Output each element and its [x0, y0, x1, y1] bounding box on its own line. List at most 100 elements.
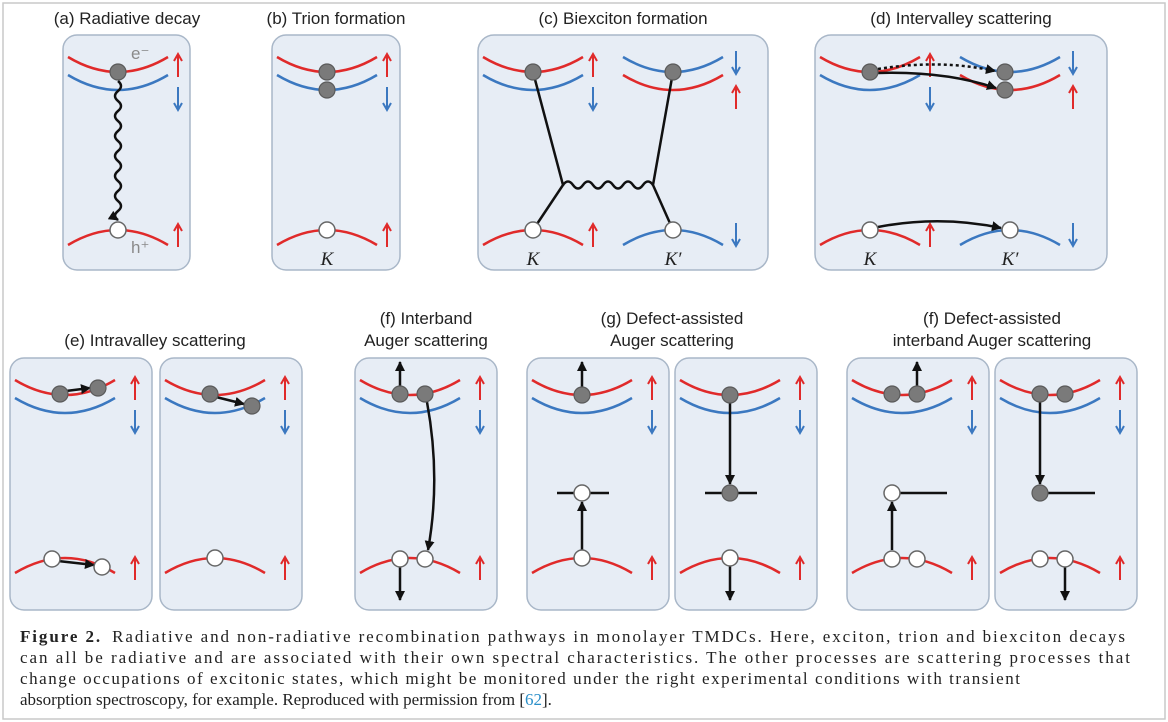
band-glyph [573, 386, 591, 404]
arrow [57, 559, 95, 569]
panel-a: e⁻ h⁺ [62, 34, 191, 271]
arrow [424, 401, 436, 551]
band-glyph [89, 379, 107, 397]
band-glyph [908, 550, 926, 568]
panel-box [526, 357, 670, 611]
band-glyph [721, 484, 739, 502]
panel-title: (f) Defect-assisted [923, 309, 1061, 328]
band-glyph [416, 385, 434, 403]
band-glyph [524, 63, 542, 81]
band-glyph [908, 385, 926, 403]
panel-box [846, 357, 990, 611]
band-glyph [318, 63, 336, 81]
panel-box [674, 357, 818, 611]
band-glyph [883, 385, 901, 403]
panel-b: K [271, 34, 401, 271]
valley-label: K [863, 249, 878, 270]
band-glyph [573, 484, 591, 502]
band-glyph [206, 549, 224, 567]
panel-title: (e) Intravalley scattering [64, 331, 245, 350]
caption-text: absorption spectroscopy, for example. Re… [20, 690, 525, 709]
band-glyph [318, 81, 336, 99]
arrow [107, 80, 123, 222]
valley-label: K [526, 249, 541, 270]
band-glyph [861, 221, 879, 239]
arrow [877, 71, 997, 90]
panel-h-2 [994, 357, 1138, 611]
band-glyph [721, 386, 739, 404]
panel-box [159, 357, 303, 611]
caption-label: Figure 2. [20, 627, 100, 646]
hole-label: h⁺ [131, 238, 149, 257]
panel-title: (d) Intervalley scattering [870, 9, 1051, 28]
panel-title: Auger scattering [364, 331, 488, 350]
band-glyph [201, 385, 219, 403]
caption-text: change occupations of excitonic states, … [20, 669, 1020, 688]
band-glyph [1001, 221, 1019, 239]
panel-box [9, 357, 153, 611]
band-glyph [243, 397, 261, 415]
panel-e-2 [159, 357, 303, 611]
band-glyph [664, 221, 682, 239]
band-glyph [664, 63, 682, 81]
band-glyph [996, 63, 1014, 81]
arrow [877, 220, 1002, 232]
panel-g-1 [526, 357, 670, 611]
band-glyph [996, 81, 1014, 99]
band-glyph [416, 550, 434, 568]
caption-text: can all be radiative and are associated … [20, 648, 1130, 667]
band-glyph [721, 549, 739, 567]
panel-box [994, 357, 1138, 611]
panel-h-1 [846, 357, 990, 611]
valley-label: K′ [1001, 249, 1020, 270]
panel-title: (f) Interband [380, 309, 473, 328]
caption-line: Figure 2. Radiative and non-radiative re… [20, 627, 1125, 646]
band-glyph [1056, 550, 1074, 568]
panel-title: interband Auger scattering [893, 331, 1091, 350]
band-glyph [391, 385, 409, 403]
panel-c: K K′ [477, 34, 769, 271]
panel-title: (b) Trion formation [267, 9, 406, 28]
band-glyph [109, 221, 127, 239]
band-glyph [318, 221, 336, 239]
valley-label: K [320, 249, 335, 270]
band-glyph [883, 484, 901, 502]
panel-e-1 [9, 357, 153, 611]
panel-box [477, 34, 769, 271]
band-glyph [109, 63, 127, 81]
panel-box [271, 34, 401, 271]
panel-g-2 [674, 357, 818, 611]
arrow [65, 384, 91, 395]
valley-label: K′ [664, 249, 683, 270]
panel-title: Auger scattering [610, 331, 734, 350]
band-glyph [1031, 385, 1049, 403]
arrow [215, 395, 245, 407]
caption-text: ]. [542, 690, 552, 709]
panel-box [62, 34, 191, 271]
panel-d: K K′ [814, 34, 1108, 271]
band-glyph [1056, 385, 1074, 403]
arrow [877, 63, 996, 74]
arrow [561, 180, 655, 190]
panel-title: (c) Biexciton formation [538, 9, 707, 28]
band-glyph [51, 385, 69, 403]
band-glyph [93, 558, 111, 576]
panel-box [354, 357, 498, 611]
electron-label: e⁻ [131, 44, 149, 63]
panel-title: (g) Defect-assisted [601, 309, 744, 328]
panel-f [354, 357, 498, 611]
band-glyph [573, 549, 591, 567]
panel-box [814, 34, 1108, 271]
band-glyph [861, 63, 879, 81]
band-glyph [43, 550, 61, 568]
caption-ref: 62 [525, 690, 542, 709]
band-glyph [391, 550, 409, 568]
panel-title: (a) Radiative decay [54, 9, 201, 28]
band-glyph [1031, 484, 1049, 502]
band-glyph [883, 550, 901, 568]
band-glyph [524, 221, 542, 239]
caption-text: Radiative and non-radiative recombinatio… [112, 627, 1125, 646]
